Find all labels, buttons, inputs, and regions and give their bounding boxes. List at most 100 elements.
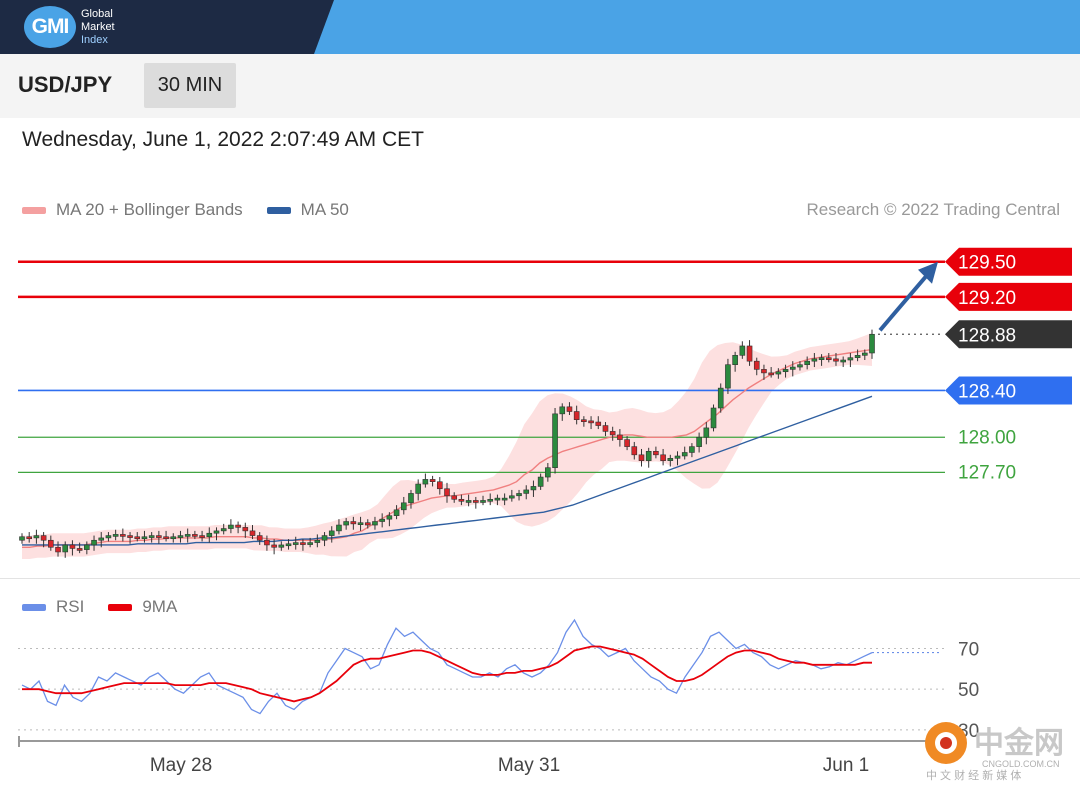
instrument-pair: USD/JPY: [18, 72, 113, 97]
candle-body: [321, 535, 328, 541]
candle-body: [444, 488, 450, 497]
candle-body: [48, 539, 54, 548]
rsi-ma-swatch: [108, 603, 133, 611]
legend-ma20: MA 20 + Bollinger Bands: [56, 200, 243, 219]
brand-line-3: Index: [81, 34, 108, 46]
candle-body: [285, 543, 292, 547]
candle-body: [415, 483, 421, 494]
candle-body: [516, 493, 522, 497]
candle-body: [386, 515, 393, 520]
candle-body: [653, 451, 659, 456]
rsi-swatch: [22, 603, 46, 611]
rsi-legend: RSI 9MA: [22, 597, 177, 617]
candle-body: [33, 535, 40, 539]
candle-body: [869, 333, 875, 354]
candle-body: [393, 509, 400, 516]
candle-body: [192, 534, 198, 537]
candle-body: [364, 522, 371, 526]
bollinger-band: [22, 332, 872, 559]
ma50-swatch: [266, 206, 291, 214]
candle-body: [422, 479, 429, 485]
candle-body: [811, 358, 818, 362]
candle-body: [638, 454, 645, 461]
candle-body: [753, 360, 760, 370]
candle-body: [797, 364, 803, 368]
candle-body: [581, 419, 587, 423]
candle-body: [789, 366, 796, 370]
site-header: GMI Global Market Index: [0, 0, 1080, 54]
candle-body: [271, 544, 277, 548]
resistance-price-tag-label: 129.50: [958, 253, 1016, 274]
candle-body: [307, 542, 313, 545]
candle-body: [242, 527, 249, 532]
candle-body: [624, 439, 630, 447]
candle-body: [566, 406, 573, 412]
gmi-logo[interactable]: GMI: [24, 6, 76, 48]
candle-body: [343, 521, 349, 526]
candle-body: [746, 345, 753, 362]
chart-legend: MA 20 + Bollinger Bands MA 50: [22, 200, 349, 220]
support-price-label: 128.00: [958, 427, 1016, 448]
candle-body: [674, 455, 681, 459]
candle-body: [184, 534, 191, 537]
candle-body: [761, 369, 767, 374]
candle-body: [818, 357, 825, 360]
candle-body: [854, 355, 861, 358]
candle-body: [429, 479, 436, 483]
legend-ma50: MA 50: [300, 200, 349, 219]
ma50-line: [22, 395, 873, 546]
cngold-watermark: 中金网 CNGOLD.COM.CN 中 文 财 经 新 媒 体: [922, 717, 1072, 785]
candle-body: [156, 535, 162, 538]
candle-body: [69, 544, 76, 549]
candle-body: [782, 369, 789, 373]
candle-body: [501, 497, 508, 501]
watermark-url: CNGOLD.COM.CN: [982, 759, 1060, 769]
candle-body: [775, 371, 782, 375]
cngold-logo: 中金网 CNGOLD.COM.CN 中 文 财 经 新 媒 体: [925, 722, 1064, 782]
candle-body: [105, 535, 112, 539]
pivot-price-tag: [945, 376, 1072, 405]
candle-body: [588, 420, 594, 424]
candle-body: [148, 535, 155, 538]
ma20-swatch: [22, 206, 46, 214]
candle-body: [19, 536, 25, 541]
candle-body: [825, 357, 832, 360]
candle-body: [278, 544, 285, 548]
research-credit: Research © 2022 Trading Central: [806, 200, 1061, 219]
candle-body: [170, 536, 177, 540]
candle-body: [436, 481, 443, 490]
candle-body: [768, 372, 774, 376]
watermark-name: 中金网: [974, 726, 1064, 760]
candle-body: [292, 542, 299, 545]
candle-body: [739, 345, 746, 356]
brand-wordmark: Global Market Index: [81, 8, 115, 47]
candle-body: [451, 495, 458, 500]
candle-body: [112, 534, 119, 537]
candle-body: [264, 539, 270, 546]
candle-body: [487, 498, 494, 502]
timeframe-button[interactable]: 30 MIN: [144, 63, 236, 108]
candle-body: [84, 544, 90, 550]
candle-body: [717, 387, 724, 409]
rsi-axis-label: 70: [958, 640, 979, 661]
candle-body: [199, 535, 205, 538]
candle-body: [357, 522, 364, 525]
time-axis-label: Jun 1: [823, 755, 869, 776]
candle-body: [689, 446, 695, 453]
candle-body: [494, 497, 501, 501]
resistance-price-tag-label: 129.20: [958, 288, 1016, 309]
candle-body: [228, 524, 234, 529]
candle-body: [559, 406, 566, 415]
candle-body: [703, 427, 710, 438]
candle-body: [545, 467, 551, 478]
time-axis-label: May 31: [498, 755, 560, 776]
candle-body: [206, 532, 213, 538]
candle-body: [573, 411, 580, 421]
candle-body: [861, 352, 868, 356]
candle-body: [696, 436, 702, 447]
current-price-tag: [945, 320, 1072, 349]
panel-divider: [0, 578, 1080, 579]
candle-body: [617, 434, 623, 440]
candle-body: [609, 431, 616, 436]
candle-body: [336, 524, 342, 532]
